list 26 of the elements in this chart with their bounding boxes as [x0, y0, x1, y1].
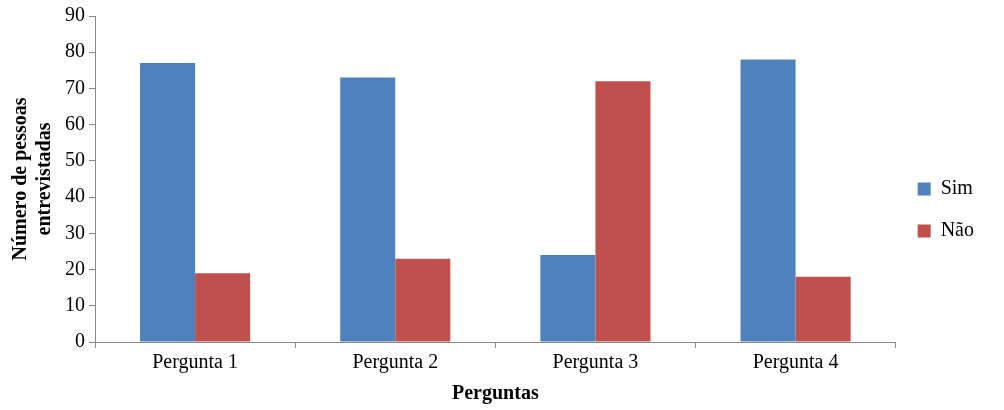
- y-tick-label: 40: [65, 184, 85, 207]
- bar: [340, 77, 396, 342]
- bar: [140, 63, 196, 342]
- y-axis-title: Número de pessoas entrevistadas: [8, 97, 55, 261]
- bar: [740, 59, 796, 342]
- y-tick-label: 60: [65, 111, 85, 134]
- y-tick-label: 90: [65, 3, 85, 26]
- bar: [540, 255, 596, 342]
- bar: [795, 276, 851, 342]
- y-tick-label: 0: [75, 329, 85, 352]
- x-tick-label: Pergunta 4: [752, 350, 839, 374]
- x-tick-label: Pergunta 2: [352, 350, 439, 374]
- y-tick-label: 50: [65, 148, 85, 171]
- y-tick-label: 20: [65, 256, 85, 279]
- y-tick-label: 30: [65, 220, 85, 243]
- y-tick-label: 70: [65, 75, 85, 98]
- legend-label: Sim: [940, 176, 974, 199]
- y-tick-label: 10: [65, 293, 85, 316]
- bar: [195, 273, 251, 342]
- bar: [595, 81, 651, 342]
- y-tick-label: 80: [65, 39, 85, 62]
- x-tick-label: Pergunta 1: [152, 350, 238, 374]
- bar: [395, 258, 451, 342]
- x-axis-title: Perguntas: [452, 381, 539, 405]
- x-tick-label: Pergunta 3: [552, 350, 639, 374]
- legend-label: Não: [940, 218, 975, 241]
